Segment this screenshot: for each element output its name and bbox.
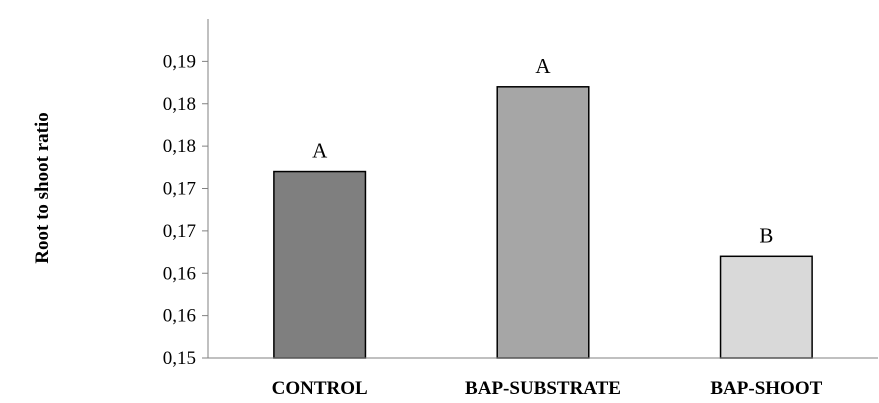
significance-letter: A xyxy=(312,139,328,163)
x-tick-label: CONTROL xyxy=(272,378,368,399)
bar-control xyxy=(273,170,367,359)
y-axis-label: Root to shoot ratio xyxy=(32,112,53,263)
bar-bap-shoot xyxy=(719,255,813,359)
y-axis-ticks: 0,15 0,16 0,16 0,17 0,17 0,18 0,18 0,19 xyxy=(163,51,208,369)
significance-letter: B xyxy=(759,223,773,247)
y-tick-label: 0,17 xyxy=(163,179,196,200)
significance-letter: A xyxy=(535,54,551,78)
y-tick-label: 0,19 xyxy=(163,51,196,72)
x-axis-labels: CONTROL BAP-SUBSTRATE BAP-SHOOT xyxy=(272,378,823,399)
y-tick-label: 0,18 xyxy=(163,94,196,115)
y-tick-label: 0,15 xyxy=(163,348,196,369)
bar-bap-substrate xyxy=(496,86,590,359)
x-tick-label: BAP-SUBSTRATE xyxy=(465,378,621,399)
y-tick-label: 0,17 xyxy=(163,221,196,242)
y-tick-label: 0,16 xyxy=(163,263,196,284)
y-tick-label: 0,18 xyxy=(163,136,196,157)
y-tick-label: 0,16 xyxy=(163,306,196,327)
significance-labels: A A B xyxy=(312,54,773,248)
x-tick-label: BAP-SHOOT xyxy=(710,378,822,399)
bars xyxy=(273,86,813,359)
